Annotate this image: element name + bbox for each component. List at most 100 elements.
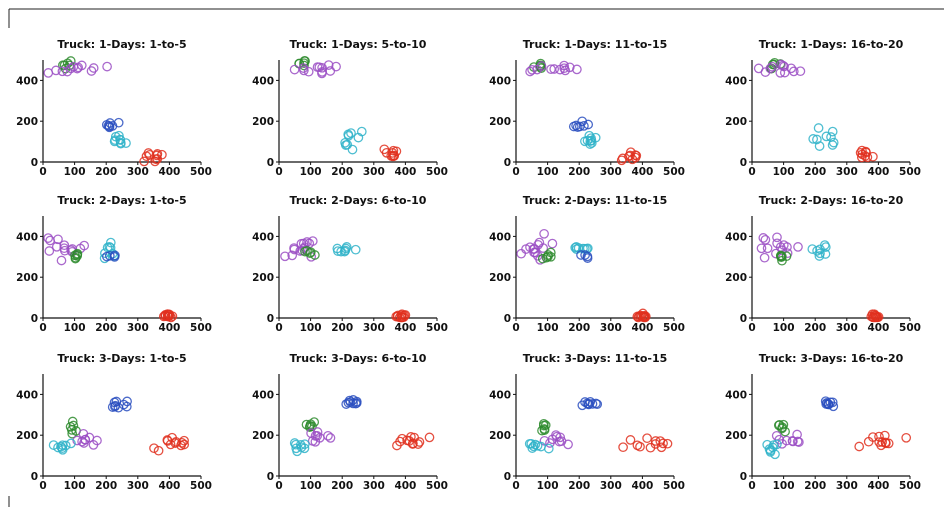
- scatter-point-green: [300, 246, 310, 257]
- scatter-point-cyan: [356, 126, 367, 137]
- scatter-point-cyan: [827, 126, 838, 137]
- scatter-point-purple: [287, 250, 298, 261]
- x-tick-label: 100: [300, 166, 322, 178]
- y-tick-label: 400: [725, 75, 747, 87]
- y-tick-label: 400: [16, 231, 38, 243]
- scatter-point-cyan: [586, 138, 597, 148]
- scatter-point-green: [774, 420, 785, 430]
- y-tick-label: 200: [252, 116, 274, 128]
- scatter-point-red: [152, 150, 162, 161]
- x-tick-label: 0: [275, 322, 282, 334]
- scatter-point-purple: [788, 66, 799, 77]
- scatter-point-red: [901, 432, 912, 443]
- scatter-point-purple: [289, 244, 300, 255]
- scatter-point-cyan: [105, 237, 116, 248]
- scatter-point-cyan: [350, 244, 361, 255]
- scatter-point-cyan: [290, 439, 301, 450]
- x-tick-label: 0: [275, 166, 282, 178]
- x-tick-label: 500: [899, 480, 921, 492]
- scatter-point-purple: [551, 430, 561, 440]
- x-tick-label: 400: [631, 480, 653, 492]
- x-tick-label: 200: [95, 480, 117, 492]
- scatter-point-purple: [547, 238, 558, 249]
- scatter-point-purple: [323, 60, 334, 70]
- y-tick-label: 0: [31, 313, 38, 325]
- x-tick-label: 0: [39, 322, 46, 334]
- x-tick-label: 400: [158, 322, 180, 334]
- scatter-point-red: [874, 431, 884, 442]
- x-tick-label: 400: [631, 166, 653, 178]
- scatter-point-purple: [762, 243, 773, 254]
- y-tick-label: 0: [267, 471, 274, 483]
- scatter-point-purple: [317, 62, 327, 73]
- scatter-point-cyan: [585, 139, 595, 149]
- scatter-point-green: [777, 422, 788, 433]
- scatter-point-purple: [280, 251, 290, 262]
- scatter-point-red: [397, 433, 407, 444]
- scatter-point-red: [163, 309, 174, 320]
- x-tick-label: 300: [127, 166, 149, 178]
- scatter-point-cyan: [820, 242, 831, 252]
- x-tick-label: 200: [804, 480, 826, 492]
- x-tick-label: 200: [95, 322, 117, 334]
- subplot-5: Truck: 2-Days: 1-to-5 0 100 200 300 400 500 0 20…: [16, 194, 212, 334]
- x-tick-label: 0: [748, 322, 755, 334]
- axes-lines: [278, 216, 437, 319]
- scatter-point-cyan: [814, 251, 825, 261]
- x-tick-label: 400: [394, 322, 416, 334]
- scatter-point-purple: [793, 242, 803, 252]
- scatter-point-purple: [56, 255, 67, 266]
- scatter-point-purple: [59, 245, 70, 256]
- scatter-point-purple: [539, 228, 549, 239]
- scatter-point-purple: [772, 238, 782, 249]
- scatter-point-purple: [533, 239, 543, 250]
- subplot-9: Truck: 3-Days: 1-to-5 0 100 200 300 400 500 0 20…: [16, 352, 212, 492]
- scatter-point-green: [72, 248, 83, 259]
- subplot-7: Truck: 2-Days: 11-to-15 0 100 200 300 400 500 0…: [489, 194, 685, 334]
- scatter-point-green: [781, 251, 792, 262]
- subplot-title: Truck: 1-Days: 11-to-15: [523, 38, 668, 51]
- scatter-point-red: [880, 437, 891, 448]
- x-tick-label: 200: [331, 166, 353, 178]
- scatter-point-purple: [551, 431, 562, 442]
- scatter-point-red: [642, 433, 652, 444]
- x-tick-label: 500: [663, 166, 685, 178]
- scatter-point-green: [309, 417, 320, 427]
- scatter-point-blue: [568, 121, 579, 132]
- scatter-point-blue: [577, 400, 588, 411]
- scatter-point-purple: [527, 64, 537, 75]
- y-tick-label: 400: [725, 389, 747, 401]
- scatter-point-blue: [121, 401, 132, 412]
- scatter-point-purple: [787, 436, 798, 446]
- scatter-point-cyan: [813, 123, 824, 133]
- scatter-point-purple: [102, 61, 112, 72]
- scatter-point-blue: [343, 397, 354, 408]
- scatter-point-green: [65, 56, 76, 66]
- x-tick-label: 400: [158, 166, 180, 178]
- x-tick-label: 0: [748, 480, 755, 492]
- scatter-point-red: [143, 148, 154, 158]
- scatter-point-red: [424, 432, 435, 443]
- x-tick-label: 200: [804, 322, 826, 334]
- scatter-point-purple: [792, 436, 803, 447]
- scatter-point-purple: [57, 66, 68, 77]
- x-tick-label: 100: [773, 166, 795, 178]
- x-tick-label: 300: [600, 166, 622, 178]
- scatter-point-purple: [306, 428, 316, 439]
- scatter-point-green: [543, 251, 553, 262]
- axes-lines: [751, 216, 910, 319]
- scatter-point-purple: [45, 235, 55, 246]
- scatter-point-purple: [325, 66, 336, 76]
- x-tick-label: 200: [95, 166, 117, 178]
- x-tick-label: 500: [663, 480, 685, 492]
- x-tick-label: 100: [300, 480, 322, 492]
- scatter-point-cyan: [812, 134, 822, 145]
- scatter-point-red: [868, 151, 878, 162]
- scatter-point-cyan: [99, 253, 110, 264]
- x-tick-label: 300: [836, 322, 858, 334]
- x-tick-label: 400: [867, 166, 889, 178]
- y-tick-label: 200: [489, 430, 511, 442]
- y-tick-label: 400: [252, 75, 274, 87]
- x-tick-label: 300: [600, 480, 622, 492]
- scatter-point-cyan: [527, 443, 538, 453]
